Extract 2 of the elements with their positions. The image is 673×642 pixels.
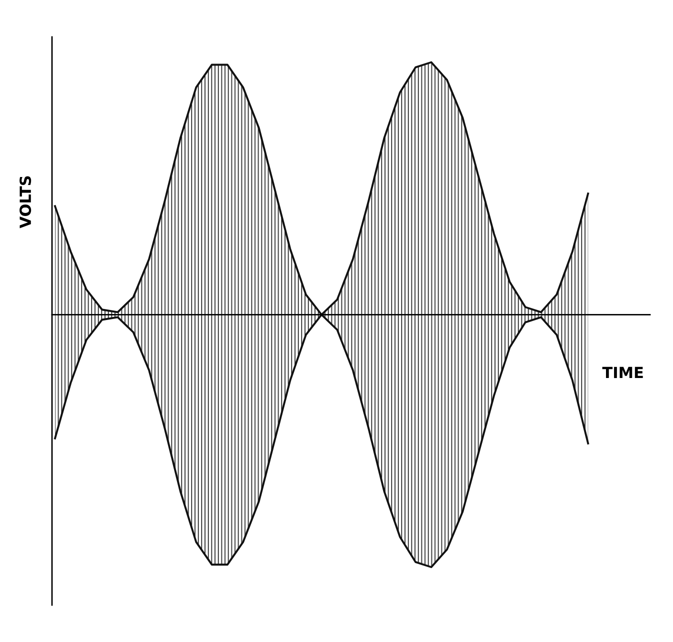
y-axis-title: VOLTS [20, 176, 32, 228]
x-axis-title: TIME [602, 366, 643, 378]
